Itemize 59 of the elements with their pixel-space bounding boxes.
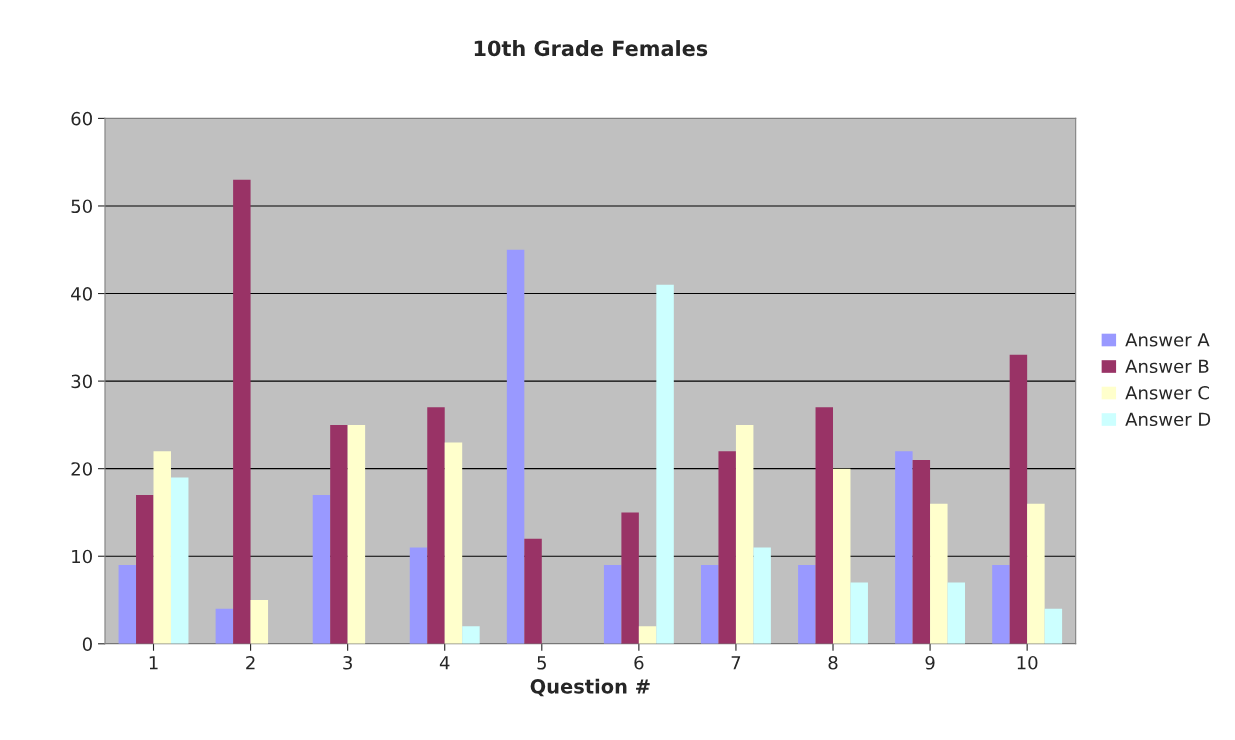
bar (700, 564, 719, 644)
bar (153, 451, 171, 644)
bar (215, 608, 234, 644)
y-tick-label: 50 (71, 199, 92, 214)
bar (1027, 503, 1045, 644)
bar (798, 564, 816, 644)
x-tick-label: 6 (634, 655, 644, 670)
bar (930, 503, 948, 644)
x-tick-label: 5 (537, 656, 546, 670)
bar (992, 564, 1010, 644)
bar (444, 442, 463, 644)
bar (347, 424, 366, 644)
chart-title: 10th Grade Females (474, 40, 708, 57)
x-tick-label: 2 (246, 655, 255, 670)
bar (462, 626, 480, 644)
y-tick-label: 30 (71, 374, 92, 389)
y-tick-label: 60 (71, 111, 92, 126)
bar (233, 179, 251, 644)
bar (409, 547, 428, 644)
y-tick-label: 40 (71, 286, 92, 301)
bar (427, 407, 445, 644)
bar (638, 626, 657, 644)
bar (912, 459, 931, 644)
bar (170, 477, 189, 644)
y-tick-label: 20 (71, 462, 92, 476)
bar (118, 564, 137, 644)
x-tick-label: 10 (1017, 655, 1038, 670)
bar (735, 424, 754, 644)
bar (850, 582, 868, 644)
bar (895, 451, 913, 644)
bar (506, 249, 525, 644)
bar (524, 538, 542, 644)
bar (136, 494, 154, 644)
x-tick-label: 8 (828, 655, 838, 670)
bar (603, 564, 622, 644)
y-tick-label: 10 (72, 549, 92, 564)
x-tick-label: 7 (731, 656, 741, 670)
legend-label: Answer D (1125, 412, 1211, 427)
bar (312, 494, 331, 644)
x-axis-title: Question # (530, 678, 650, 697)
x-tick-label: 1 (149, 656, 158, 670)
y-tick-label: 0 (82, 637, 92, 651)
legend-label: Answer A (1125, 333, 1210, 347)
bar (330, 424, 348, 644)
bar (621, 512, 639, 644)
bar (833, 468, 851, 644)
bar (947, 582, 966, 644)
legend-label: Answer C (1125, 385, 1209, 400)
x-tick-label: 3 (343, 655, 352, 670)
bar (753, 547, 771, 644)
bar (718, 451, 736, 644)
legend-label: Answer B (1125, 359, 1209, 374)
bar (656, 284, 674, 644)
x-tick-label: 4 (439, 656, 450, 670)
bar (1009, 354, 1028, 644)
bar (1044, 608, 1063, 644)
x-tick-label: 9 (925, 655, 935, 670)
bar (250, 600, 269, 644)
bar (815, 407, 834, 644)
